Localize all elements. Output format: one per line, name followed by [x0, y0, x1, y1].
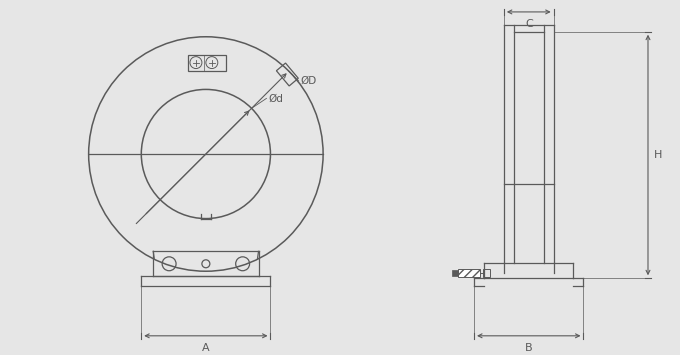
Text: B: B [525, 343, 532, 353]
Text: C: C [525, 19, 532, 29]
Bar [458, 269, 480, 277]
Text: H: H [654, 150, 662, 160]
Bar [188, 55, 226, 71]
Bar [276, 63, 299, 86]
Text: Ød: Ød [269, 93, 284, 103]
Bar [452, 270, 458, 276]
Text: ØD: ØD [301, 76, 317, 86]
Text: A: A [202, 343, 209, 353]
Bar [483, 269, 490, 277]
